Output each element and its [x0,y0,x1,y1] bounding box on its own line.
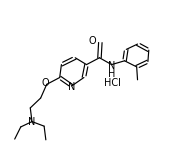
Text: O: O [42,78,49,88]
Text: N: N [108,61,116,71]
Text: H: H [108,69,116,79]
Text: N: N [68,82,75,92]
Text: N: N [28,117,36,127]
Text: HCl: HCl [104,78,121,88]
Text: O: O [89,36,97,46]
